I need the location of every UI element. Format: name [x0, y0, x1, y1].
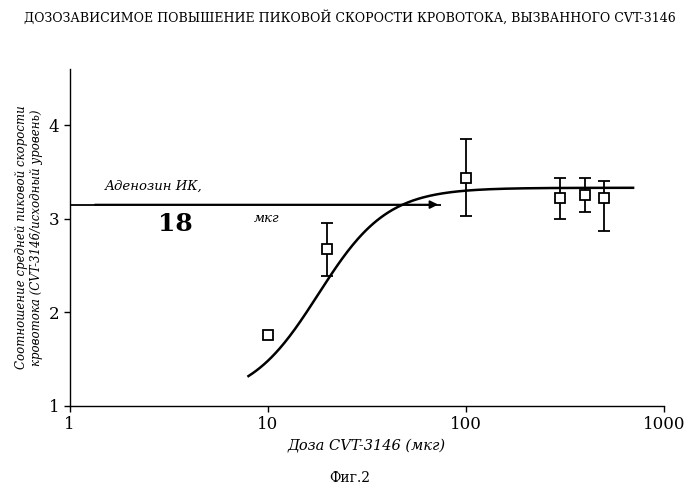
Text: Фиг.2: Фиг.2 [330, 471, 370, 485]
Text: Аденозин ИК,: Аденозин ИК, [104, 179, 202, 192]
Y-axis label: Соотношение средней пиковой скорости
кровотока (CVT-3146/исходный уровень): Соотношение средней пиковой скорости кро… [15, 106, 43, 369]
Text: ДОЗОЗАВИСИМОЕ ПОВЫШЕНИЕ ПИКОВОЙ СКОРОСТИ КРОВОТОКА, ВЫЗВАННОГО CVT-3146: ДОЗОЗАВИСИМОЕ ПОВЫШЕНИЕ ПИКОВОЙ СКОРОСТИ… [24, 10, 676, 24]
Text: мкг: мкг [253, 212, 279, 225]
Text: 18: 18 [158, 212, 193, 236]
X-axis label: Доза CVT-3146 (мкг): Доза CVT-3146 (мкг) [288, 438, 446, 452]
